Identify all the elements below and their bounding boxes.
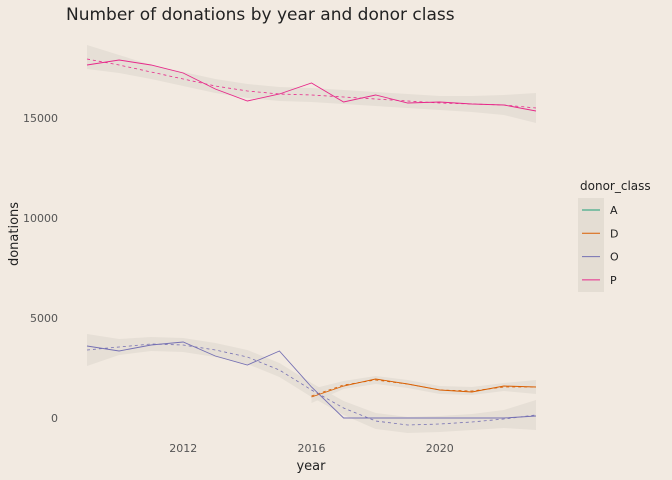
x-tick-label: 2020 xyxy=(426,442,454,455)
legend-label-a: A xyxy=(610,204,618,217)
legend-label-p: P xyxy=(610,274,617,287)
confidence-band-o xyxy=(87,334,536,433)
confidence-bands xyxy=(87,45,536,433)
series-line-p xyxy=(86,59,537,112)
x-axis-ticks: 2012 2016 2020 xyxy=(169,442,454,455)
x-tick-label: 2012 xyxy=(169,442,197,455)
y-tick-label: 10000 xyxy=(23,212,58,225)
y-tick-label: 0 xyxy=(51,412,58,425)
series-line-o xyxy=(86,341,537,419)
y-tick-label: 5000 xyxy=(30,312,58,325)
y-tick-label: 15000 xyxy=(23,112,58,125)
legend-label-d: D xyxy=(610,227,618,240)
y-axis-title: donations xyxy=(7,202,22,266)
confidence-band-d xyxy=(311,376,536,403)
legend-title: donor_class xyxy=(580,179,651,193)
legend-key-background xyxy=(578,198,604,292)
x-axis-title: year xyxy=(296,459,326,474)
confidence-band-p xyxy=(87,45,536,123)
y-axis-ticks: 0 5000 10000 15000 xyxy=(23,112,58,425)
chart-title: Number of donations by year and donor cl… xyxy=(66,5,455,25)
smooth-lines xyxy=(86,58,537,426)
series-line-d xyxy=(311,378,537,398)
series-lines xyxy=(86,59,537,419)
x-tick-label: 2016 xyxy=(298,442,326,455)
smooth-line-o xyxy=(86,343,537,426)
legend-label-o: O xyxy=(610,251,619,264)
